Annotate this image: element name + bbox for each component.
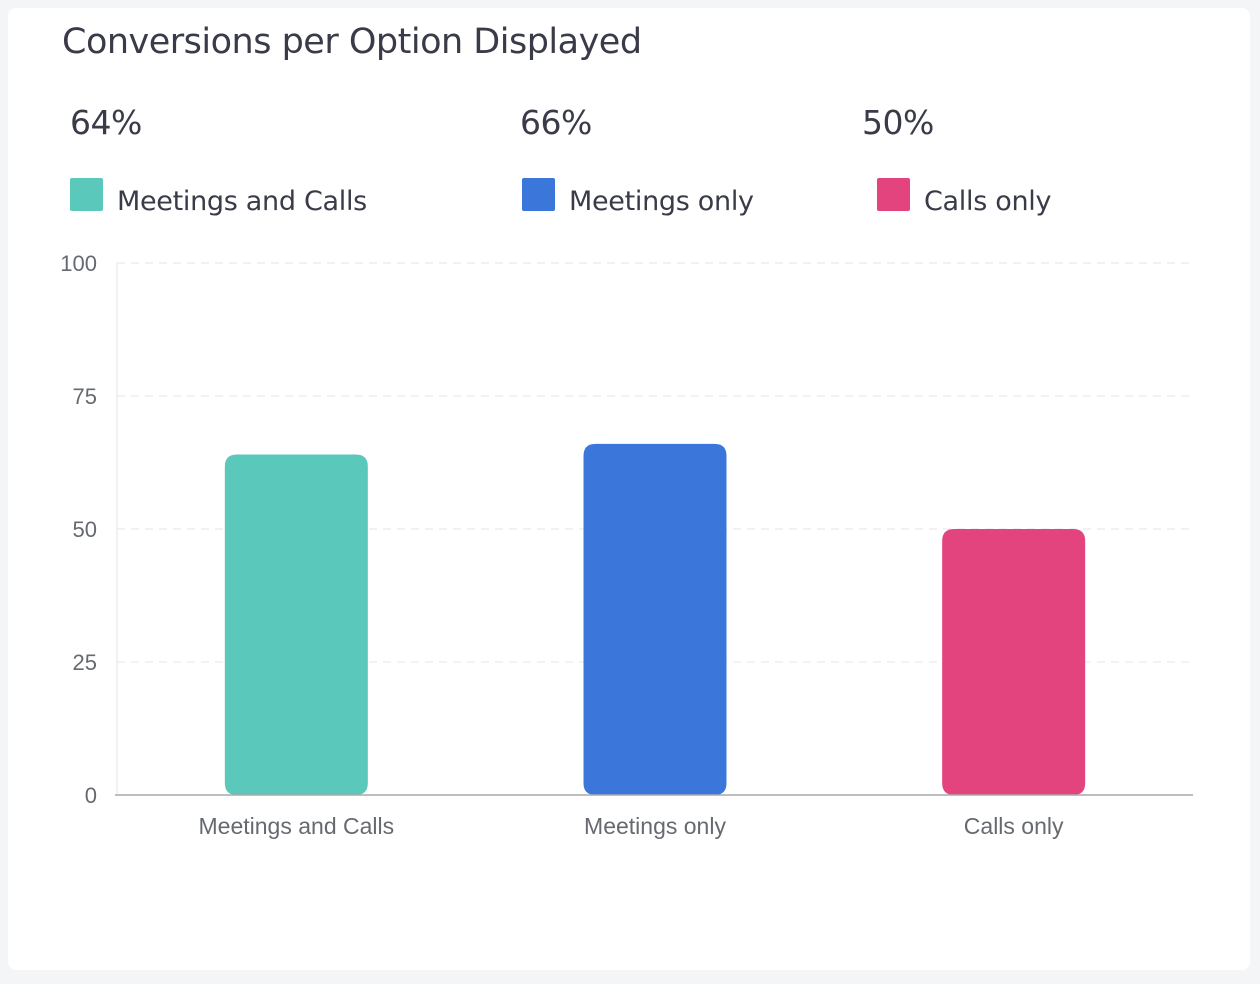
x-tick-label: Meetings only <box>584 813 726 839</box>
legend-label: Calls only <box>924 186 1052 217</box>
legend-swatch <box>877 178 910 211</box>
bar <box>942 529 1086 795</box>
legend-swatch <box>522 178 555 211</box>
y-tick-label: 100 <box>60 251 97 276</box>
legend-label: Meetings only <box>569 186 754 217</box>
y-tick-label: 75 <box>73 384 97 409</box>
bar <box>583 443 727 795</box>
chart-title: Conversions per Option Displayed <box>62 22 642 62</box>
y-tick-label: 0 <box>85 783 97 808</box>
bar <box>224 454 368 795</box>
legend-swatch <box>70 178 103 211</box>
y-tick-label: 25 <box>73 650 97 675</box>
stat-meetings-only: 66% <box>520 103 592 142</box>
stat-calls-only: 50% <box>862 103 934 142</box>
x-tick-label: Meetings and Calls <box>199 813 395 839</box>
y-tick-label: 50 <box>73 517 97 542</box>
legend-label: Meetings and Calls <box>117 186 367 217</box>
stat-meetings-and-calls: 64% <box>70 103 142 142</box>
x-tick-label: Calls only <box>964 813 1064 839</box>
